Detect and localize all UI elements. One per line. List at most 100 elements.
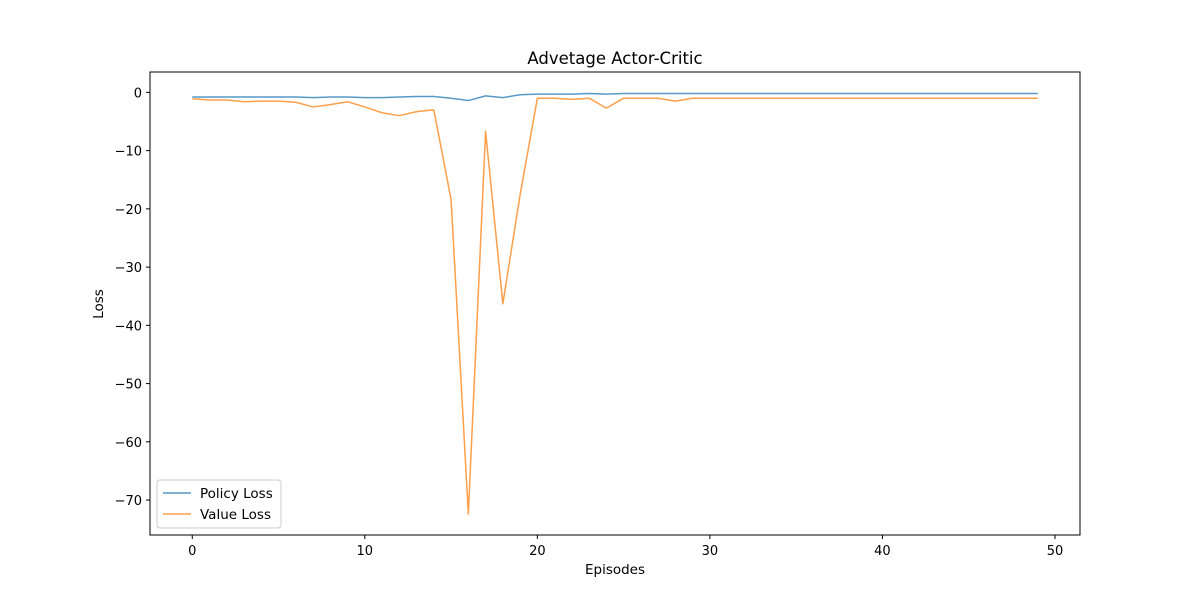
data-point: [950, 97, 952, 99]
data-point: [553, 97, 555, 99]
data-point: [691, 92, 693, 94]
data-point: [829, 92, 831, 94]
data-point: [933, 97, 935, 99]
data-point: [778, 97, 780, 99]
data-point: [312, 96, 314, 98]
y-tick-label: −30: [115, 261, 142, 276]
data-point: [208, 99, 210, 101]
y-tick-label: −40: [115, 319, 142, 334]
data-point: [571, 93, 573, 95]
x-tick-label: 30: [702, 544, 719, 559]
data-point: [743, 97, 745, 99]
y-tick-label: −70: [115, 494, 142, 509]
data-point: [812, 92, 814, 94]
data-point: [415, 95, 417, 97]
data-point: [226, 99, 228, 101]
data-point: [898, 97, 900, 99]
data-point: [277, 100, 279, 102]
y-tick-label: −20: [115, 203, 142, 218]
data-point: [312, 106, 314, 108]
data-point: [588, 97, 590, 99]
y-axis-label: Loss: [91, 289, 107, 319]
x-tick-label: 40: [874, 544, 891, 559]
data-point: [864, 92, 866, 94]
data-point: [605, 107, 607, 109]
data-point: [329, 103, 331, 105]
data-point: [985, 97, 987, 99]
data-point: [519, 194, 521, 196]
data-point: [605, 93, 607, 95]
data-point: [795, 92, 797, 94]
data-point: [295, 101, 297, 103]
data-point: [243, 96, 245, 98]
data-point: [968, 92, 970, 94]
data-point: [381, 96, 383, 98]
data-point: [502, 303, 504, 305]
legend: Policy Loss Value Loss: [156, 479, 282, 529]
data-point: [726, 92, 728, 94]
data-point: [484, 95, 486, 97]
data-point: [691, 97, 693, 99]
series-line-1: [192, 92, 1038, 102]
data-point: [415, 110, 417, 112]
data-point: [329, 96, 331, 98]
data-point: [709, 92, 711, 94]
legend-label: Policy Loss: [200, 486, 273, 502]
y-tick-label: 0: [134, 86, 142, 101]
data-point: [536, 97, 538, 99]
data-point: [467, 513, 469, 515]
data-point: [968, 97, 970, 99]
data-point: [588, 92, 590, 94]
data-point: [226, 96, 228, 98]
data-point: [536, 93, 538, 95]
data-point: [1037, 92, 1039, 94]
data-point: [795, 97, 797, 99]
x-tick-label: 20: [529, 544, 546, 559]
data-point: [364, 106, 366, 108]
x-tick-label: 0: [188, 544, 196, 559]
y-tick-label: −50: [115, 378, 142, 393]
x-tick-label: 10: [357, 544, 374, 559]
x-tick-label: 50: [1047, 544, 1064, 559]
data-point: [760, 97, 762, 99]
data-point: [260, 96, 262, 98]
data-point: [208, 96, 210, 98]
data-point: [881, 97, 883, 99]
data-point: [726, 97, 728, 99]
data-point: [1037, 97, 1039, 99]
data-point: [898, 92, 900, 94]
y-tick-label: −10: [115, 145, 142, 160]
data-point: [916, 97, 918, 99]
data-point: [277, 96, 279, 98]
data-point: [295, 96, 297, 98]
data-point: [622, 97, 624, 99]
data-point: [622, 92, 624, 94]
data-point: [1002, 97, 1004, 99]
data-point: [657, 92, 659, 94]
data-point: [640, 97, 642, 99]
data-point: [916, 92, 918, 94]
legend-box: [156, 479, 282, 529]
legend-label: Value Loss: [200, 507, 271, 523]
data-point: [571, 98, 573, 100]
data-point: [674, 92, 676, 94]
data-point: [346, 101, 348, 103]
data-point: [1019, 92, 1021, 94]
y-tick-label: −60: [115, 436, 142, 451]
data-point: [467, 99, 469, 101]
data-point: [829, 97, 831, 99]
data-point: [398, 114, 400, 116]
ticks-layer: 0 10 20 30 40 50 0 −10 −20 −30 −40 −50 −60 −70: [115, 86, 1064, 559]
data-point: [519, 94, 521, 96]
data-point: [191, 98, 193, 100]
data-point: [709, 97, 711, 99]
chart-title: Advetage Actor-Critic: [527, 49, 702, 68]
data-point: [1002, 92, 1004, 94]
series-layer: [191, 92, 1039, 515]
data-point: [260, 100, 262, 102]
data-point: [985, 92, 987, 94]
data-point: [657, 97, 659, 99]
data-point: [760, 92, 762, 94]
data-point: [381, 112, 383, 114]
